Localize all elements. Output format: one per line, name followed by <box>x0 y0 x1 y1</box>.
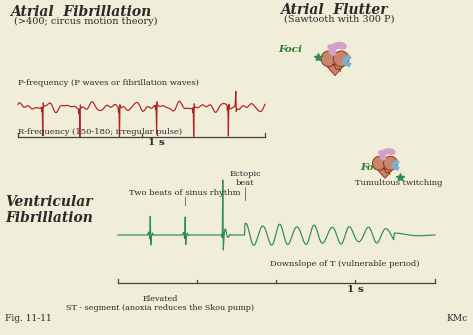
Text: R-frequency (150-180; irregular pulse): R-frequency (150-180; irregular pulse) <box>18 128 182 136</box>
Text: Foci: Foci <box>360 162 384 172</box>
Circle shape <box>321 51 337 67</box>
Text: Fig. 11-11: Fig. 11-11 <box>5 314 52 323</box>
Text: (>400; circus motion theory): (>400; circus motion theory) <box>14 17 158 26</box>
Text: Tumultous twitching: Tumultous twitching <box>355 179 443 187</box>
Circle shape <box>384 156 397 170</box>
Text: Elevated
ST - segment (anoxia reduces the Skou pump): Elevated ST - segment (anoxia reduces th… <box>66 295 254 312</box>
Text: Foci: Foci <box>278 46 302 55</box>
Text: Downslope of T (vulnerable period): Downslope of T (vulnerable period) <box>270 260 420 268</box>
Text: Atrial  Flutter: Atrial Flutter <box>280 3 387 17</box>
Text: (Sawtooth with 300 P): (Sawtooth with 300 P) <box>284 15 394 24</box>
Text: Atrial  Fibrillation: Atrial Fibrillation <box>10 5 151 19</box>
Text: KMc: KMc <box>447 314 468 323</box>
Text: Ectopic
beat: Ectopic beat <box>229 170 261 187</box>
Text: Ventricular
Fibrillation: Ventricular Fibrillation <box>5 195 93 225</box>
Text: 1 s: 1 s <box>148 138 165 147</box>
Text: P-frequency (P waves or fibrillation waves): P-frequency (P waves or fibrillation wav… <box>18 79 199 87</box>
Circle shape <box>373 156 386 170</box>
Polygon shape <box>322 60 349 76</box>
Text: 1 s: 1 s <box>347 285 363 294</box>
Polygon shape <box>373 164 397 178</box>
Circle shape <box>333 51 349 67</box>
Text: Two beats of sinus rhythm: Two beats of sinus rhythm <box>129 189 241 197</box>
